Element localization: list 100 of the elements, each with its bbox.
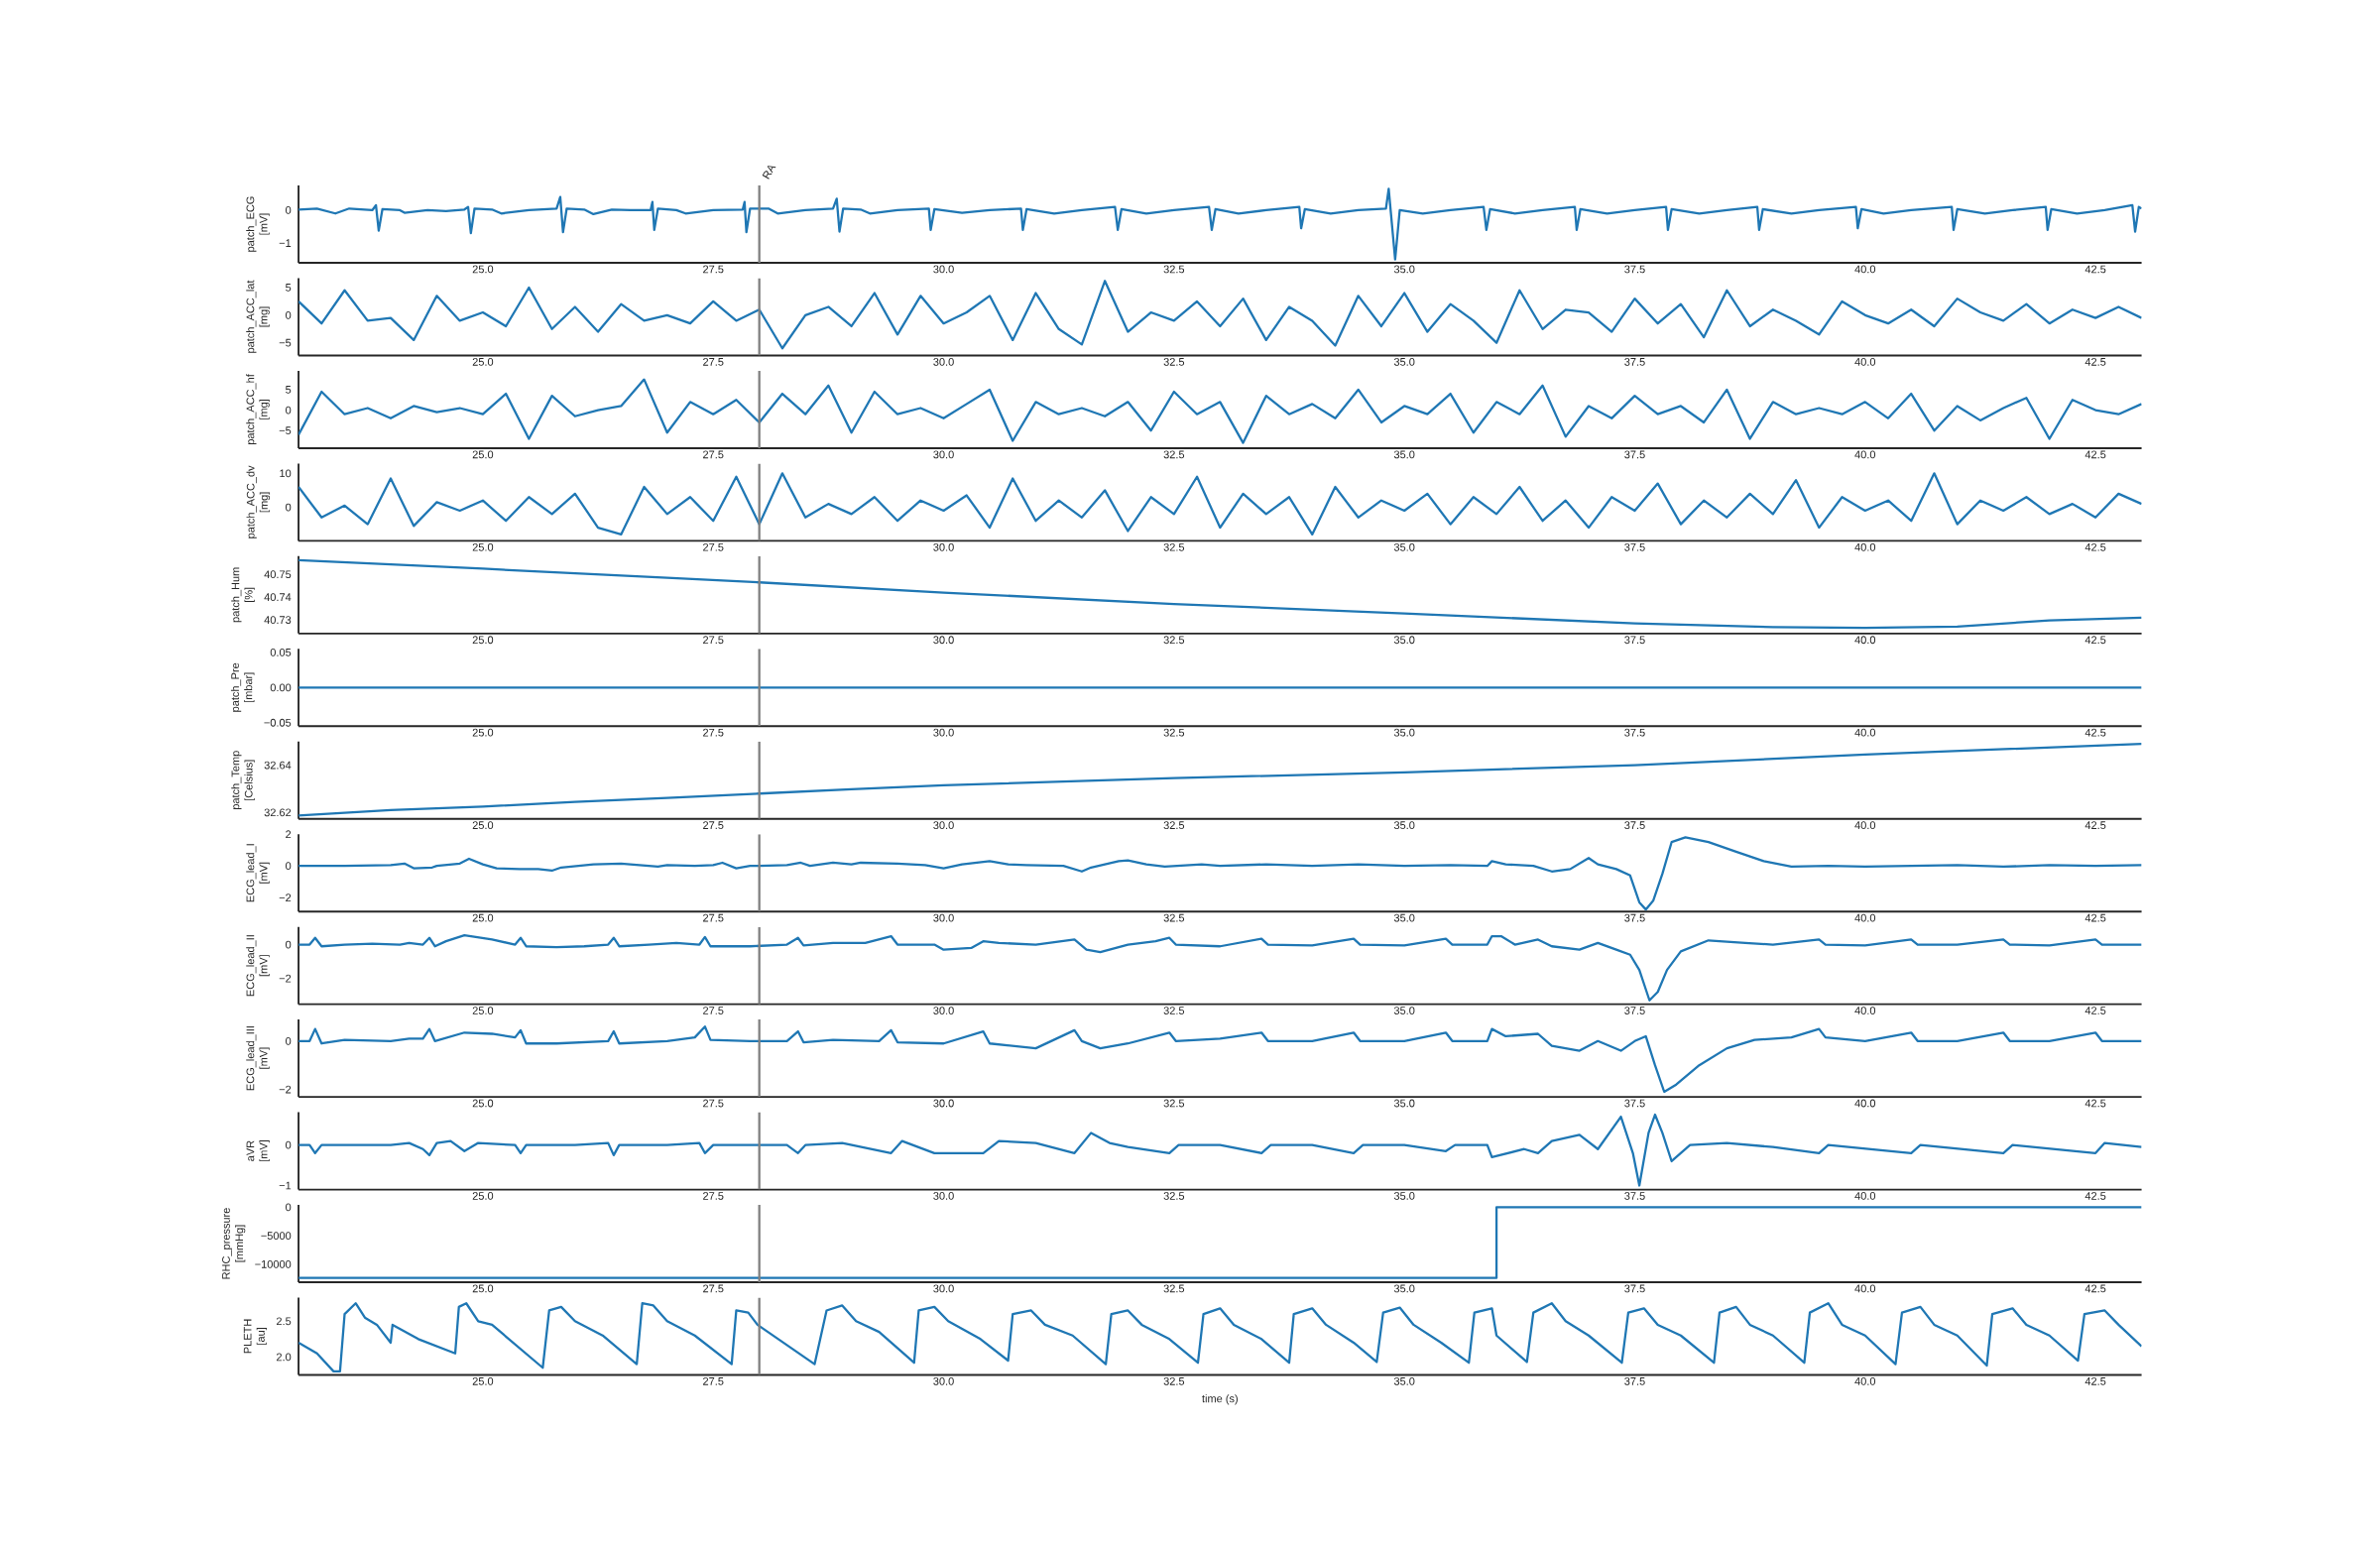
x-tick-label: 42.5 (2084, 821, 2106, 830)
x-tick-label: 40.0 (1854, 542, 1876, 551)
y-tick-label: 0 (286, 862, 292, 871)
x-tick-label: 30.0 (933, 1284, 954, 1293)
x-tick-label: 27.5 (703, 265, 724, 274)
y-tick-label: 0 (286, 1036, 292, 1045)
x-tick-label: 27.5 (703, 357, 724, 366)
x-tick-label: 32.5 (1163, 450, 1185, 459)
x-tick-label: 32.5 (1163, 913, 1185, 922)
x-tick-label: 27.5 (703, 913, 724, 922)
y-axis-title: patch_ACC_dv [mg] (246, 465, 271, 538)
x-tick-label: 40.0 (1854, 1192, 1876, 1200)
y-tick-label: 32.64 (264, 761, 292, 770)
y-tick-label: 40.75 (264, 570, 292, 579)
y-tick-label: 40.73 (264, 616, 292, 624)
x-tick-label: 32.5 (1163, 265, 1185, 274)
x-tick-label: 25.0 (472, 542, 494, 551)
x-tick-label: 27.5 (703, 450, 724, 459)
x-tick-label: 32.5 (1163, 542, 1185, 551)
x-tick-label: 35.0 (1393, 636, 1415, 645)
y-tick-label: −5 (279, 338, 292, 347)
y-axis-title: patch_Pre [mbar] (230, 662, 255, 712)
x-tick-label: 30.0 (933, 1192, 954, 1200)
x-tick-label: 27.5 (703, 1192, 724, 1200)
x-tick-label: 42.5 (2084, 913, 2106, 922)
x-tick-label: 42.5 (2084, 1007, 2106, 1014)
y-tick-label: 0 (286, 1203, 292, 1212)
x-tick-label: 35.0 (1393, 821, 1415, 830)
x-tick-label: 35.0 (1393, 1099, 1415, 1108)
y-axis-title: aVR [mV] (246, 1140, 270, 1162)
x-tick-label: 25.0 (472, 357, 494, 366)
x-tick-label: 25.0 (472, 728, 494, 737)
y-tick-label: −10000 (255, 1259, 292, 1268)
y-axis-title: ECG_lead_III [mV] (246, 1026, 270, 1091)
x-tick-label: 35.0 (1393, 542, 1415, 551)
y-tick-label: −5 (279, 426, 292, 435)
y-tick-label: 40.74 (264, 593, 292, 602)
y-tick-label: 0 (286, 406, 292, 415)
y-tick-label: 0 (286, 503, 292, 512)
y-tick-label: 5 (286, 284, 292, 292)
x-tick-label: 30.0 (933, 357, 954, 366)
y-tick-label: 0 (286, 940, 292, 949)
x-tick-label: 30.0 (933, 728, 954, 737)
x-tick-label: 25.0 (472, 450, 494, 459)
y-tick-label: −2 (279, 893, 292, 901)
x-tick-label: 35.0 (1393, 1284, 1415, 1293)
x-tick-label: 37.5 (1624, 1284, 1645, 1293)
y-tick-label: −5000 (261, 1232, 292, 1240)
x-tick-label: 42.5 (2084, 728, 2106, 737)
x-tick-label: 32.5 (1163, 821, 1185, 830)
y-tick-label: 0.00 (270, 683, 292, 692)
y-tick-label: 5 (286, 386, 292, 394)
x-tick-label: 40.0 (1854, 913, 1876, 922)
x-tick-label: 35.0 (1393, 1376, 1415, 1385)
x-tick-label: 37.5 (1624, 1376, 1645, 1385)
y-tick-label: 2.5 (276, 1317, 292, 1326)
x-tick-label: 25.0 (472, 265, 494, 274)
x-tick-label: 35.0 (1393, 913, 1415, 922)
x-tick-label: 42.5 (2084, 1376, 2106, 1385)
y-tick-label: 10 (280, 469, 292, 478)
x-tick-label: 32.5 (1163, 357, 1185, 366)
x-tick-label: 25.0 (472, 1284, 494, 1293)
x-tick-label: 35.0 (1393, 357, 1415, 366)
ref-line-label: RA (762, 166, 776, 179)
y-axis-title: patch_ACC_hf [mg] (246, 374, 270, 445)
y-tick-label: 32.62 (264, 808, 292, 817)
x-tick-label: 42.5 (2084, 265, 2106, 274)
x-tick-label: 37.5 (1624, 357, 1645, 366)
x-tick-label: 32.5 (1163, 1192, 1185, 1200)
x-tick-label: 37.5 (1624, 1192, 1645, 1200)
y-axis-title: RHC_pressure [mmHg] (222, 1208, 246, 1279)
x-tick-label: 30.0 (933, 1007, 954, 1014)
x-tick-label: 37.5 (1624, 821, 1645, 830)
y-axis-title: patch_ECG [mV] (246, 196, 270, 252)
x-tick-label: 37.5 (1624, 450, 1645, 459)
x-tick-label: 37.5 (1624, 1007, 1645, 1014)
x-tick-label: 35.0 (1393, 265, 1415, 274)
x-tick-label: 27.5 (703, 728, 724, 737)
x-tick-label: 42.5 (2084, 1192, 2106, 1200)
x-tick-label: 40.0 (1854, 821, 1876, 830)
x-tick-label: 30.0 (933, 636, 954, 645)
x-tick-label: 42.5 (2084, 1099, 2106, 1108)
x-axis-title: time (s) (1202, 1394, 1238, 1405)
x-tick-label: 25.0 (472, 913, 494, 922)
y-tick-label: 0 (286, 310, 292, 319)
y-axis-title: PLETH [au] (243, 1319, 268, 1354)
x-tick-label: 25.0 (472, 1192, 494, 1200)
y-tick-label: −2 (279, 974, 292, 983)
x-tick-label: 27.5 (703, 636, 724, 645)
x-tick-label: 42.5 (2084, 357, 2106, 366)
x-tick-label: 25.0 (472, 821, 494, 830)
x-tick-label: 40.0 (1854, 450, 1876, 459)
x-tick-label: 37.5 (1624, 728, 1645, 737)
x-tick-label: 37.5 (1624, 542, 1645, 551)
x-tick-label: 25.0 (472, 1376, 494, 1385)
x-tick-label: 40.0 (1854, 636, 1876, 645)
x-tick-label: 30.0 (933, 265, 954, 274)
x-tick-label: 42.5 (2084, 636, 2106, 645)
x-tick-label: 35.0 (1393, 728, 1415, 737)
x-tick-label: 40.0 (1854, 1284, 1876, 1293)
